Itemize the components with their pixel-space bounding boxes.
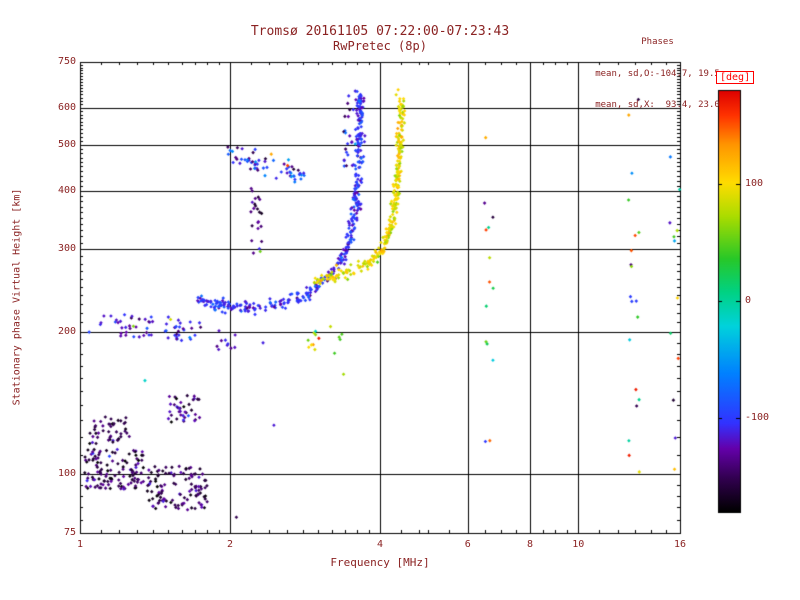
x-tick-label: 8 <box>526 539 534 550</box>
x-tick-label: 10 <box>572 539 585 550</box>
y-tick-label: 400 <box>57 184 76 196</box>
colorbar-tick-label: 100 <box>745 177 764 189</box>
phases-annotation: Phases mean, sd,O:-104.7, 19.5 mean, sd,… <box>575 16 740 132</box>
x-tick-label: 1 <box>76 539 84 550</box>
y-tick-label: 750 <box>57 56 76 67</box>
chart-subtitle: RwPretec (8p) <box>333 39 427 53</box>
x-axis-label: Frequency [MHz] <box>330 556 430 569</box>
colorbar-tick-label: -100 <box>745 412 770 424</box>
y-tick-label: 100 <box>57 468 76 480</box>
y-axis-label: Stationary phase Virtual Height [km] <box>11 188 23 406</box>
y-tick-label: 200 <box>57 326 76 338</box>
y-tick-label: 300 <box>57 243 76 255</box>
x-tick-label: 4 <box>376 539 384 550</box>
phases-o-stats: mean, sd,O:-104.7, 19.5 <box>595 68 720 79</box>
colorbar-tick-label: 0 <box>745 295 752 306</box>
x-tick-label: 6 <box>464 539 471 550</box>
x-tick-label: 16 <box>673 539 687 550</box>
chart-title: Tromsø 20161105 07:22:00-07:23:43 <box>250 24 510 39</box>
y-tick-label: 500 <box>57 138 76 150</box>
y-tick-label: 75 <box>63 527 76 538</box>
y-tick-label: 600 <box>57 101 76 113</box>
phases-x-stats: mean, sd,X: 93.4, 23.0 <box>595 100 720 110</box>
phases-heading: Phases <box>641 37 674 47</box>
x-tick-label: 2 <box>226 539 234 550</box>
colorbar-unit-label: [deg] <box>716 71 755 84</box>
